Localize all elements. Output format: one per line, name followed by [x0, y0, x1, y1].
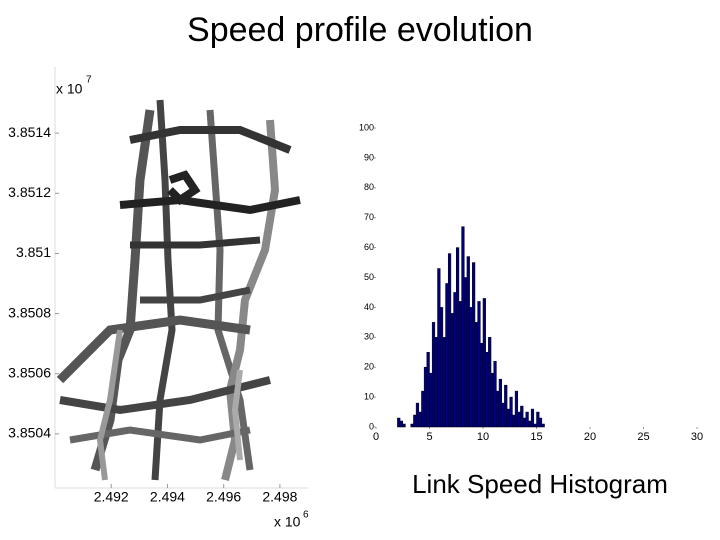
histogram-bar — [461, 226, 465, 428]
x-multiplier: x 10 — [274, 514, 301, 530]
histogram-bar — [426, 352, 430, 428]
histogram-bar — [456, 247, 460, 428]
map-axes: 3.8504 3.8506 3.8508 3.851 3.8512 3.8514 2.492… — [8, 67, 309, 530]
histogram-bar — [434, 337, 438, 428]
histogram-bar — [533, 423, 537, 428]
histogram-bar — [490, 372, 494, 428]
y-tick-label: 30 — [364, 332, 374, 342]
histogram-bar — [413, 414, 417, 428]
slide-title: Speed profile evolution — [187, 11, 533, 49]
y-tick-label: 100 — [359, 122, 374, 132]
histogram-bar — [480, 343, 484, 428]
histogram-bar — [437, 268, 441, 428]
histogram-bar — [506, 408, 511, 428]
histogram-bar — [525, 411, 529, 428]
road-network — [56, 99, 301, 481]
y-tick-label: 0 — [369, 421, 374, 431]
histogram-bar — [509, 396, 513, 428]
x-multiplier-exponent: 6 — [303, 510, 309, 521]
histogram-bar — [538, 417, 543, 428]
histogram-bar — [536, 411, 540, 428]
histogram-bar — [410, 423, 414, 428]
histogram-bar — [450, 313, 454, 428]
histogram-bar — [520, 405, 524, 428]
histogram-bar — [514, 390, 519, 428]
y-tick-label: 50 — [364, 272, 374, 282]
histogram-bar — [472, 262, 476, 428]
x-tick-label: 20 — [584, 431, 596, 443]
y-tick-label: 3.8504 — [8, 425, 51, 441]
y-tick-label: 3.8508 — [8, 304, 51, 320]
histogram-bar — [504, 384, 508, 428]
x-tick-label: 25 — [637, 431, 649, 443]
histogram-bar — [466, 256, 470, 428]
y-multiplier-exponent: 7 — [86, 75, 92, 86]
histogram-bar — [512, 414, 516, 428]
x-tick-label: 10 — [477, 431, 489, 443]
y-tick-label: 20 — [364, 362, 374, 372]
x-tick-label: 2.494 — [150, 489, 185, 505]
histogram-bar — [493, 360, 497, 428]
y-tick-label: 80 — [364, 182, 374, 192]
y-tick-label: 90 — [364, 152, 374, 162]
y-tick-label: 60 — [364, 242, 374, 252]
histogram-bar — [477, 301, 481, 428]
y-tick-label: 3.8512 — [8, 184, 51, 200]
histogram-bar — [402, 423, 406, 428]
x-tick-label: 5 — [426, 431, 432, 443]
y-tick-label: 3.8514 — [8, 124, 51, 140]
y-tick-label: 3.8506 — [8, 364, 51, 380]
y-multiplier: x 10 — [56, 81, 83, 97]
y-tick-label: 40 — [364, 302, 374, 312]
histogram-bar — [423, 366, 428, 428]
x-tick-label: 2.498 — [262, 489, 297, 505]
histogram-bar — [415, 402, 420, 428]
histogram-bar — [469, 307, 473, 428]
x-tick-label: 30 — [691, 431, 703, 443]
histogram-caption: Link Speed Histogram — [412, 469, 668, 499]
histogram-bar — [501, 402, 505, 428]
x-tick-label: 2.496 — [206, 489, 241, 505]
histogram-bar — [464, 277, 468, 428]
histogram-bar — [429, 372, 433, 428]
histogram-bar — [447, 253, 452, 428]
histogram-bar — [496, 390, 500, 428]
y-tick-label: 10 — [364, 391, 374, 401]
histogram-bar — [485, 352, 489, 428]
histogram-bar — [522, 417, 527, 428]
x-tick-label: 0 — [373, 431, 379, 443]
x-tick-label: 2.492 — [94, 489, 129, 505]
histogram-bar — [397, 417, 401, 428]
y-tick-label: 3.851 — [16, 244, 51, 260]
histogram-bar — [541, 423, 545, 428]
histogram-bar — [530, 408, 535, 428]
histogram-bar — [442, 337, 446, 428]
histogram-bar — [528, 420, 532, 428]
histogram-bar — [439, 307, 444, 428]
histogram-bar — [418, 411, 422, 428]
histogram-bar — [488, 337, 492, 428]
histogram-bar — [431, 322, 436, 428]
y-tick-label: 70 — [364, 212, 374, 222]
histogram-bar — [482, 298, 486, 428]
histogram-bar — [445, 283, 449, 428]
x-tick-label: 15 — [530, 431, 542, 443]
histogram-bar — [498, 378, 502, 428]
histogram-bar — [453, 292, 457, 428]
histogram: 0 10 20 30 40 50 60 70 80 90 100 0 5 10 15 20 25 30 — [359, 122, 703, 443]
histogram-bar — [399, 420, 404, 428]
histogram-bar — [474, 322, 478, 428]
histogram-bar — [458, 301, 462, 428]
histogram-bar — [421, 390, 425, 428]
histogram-bar — [517, 411, 521, 428]
